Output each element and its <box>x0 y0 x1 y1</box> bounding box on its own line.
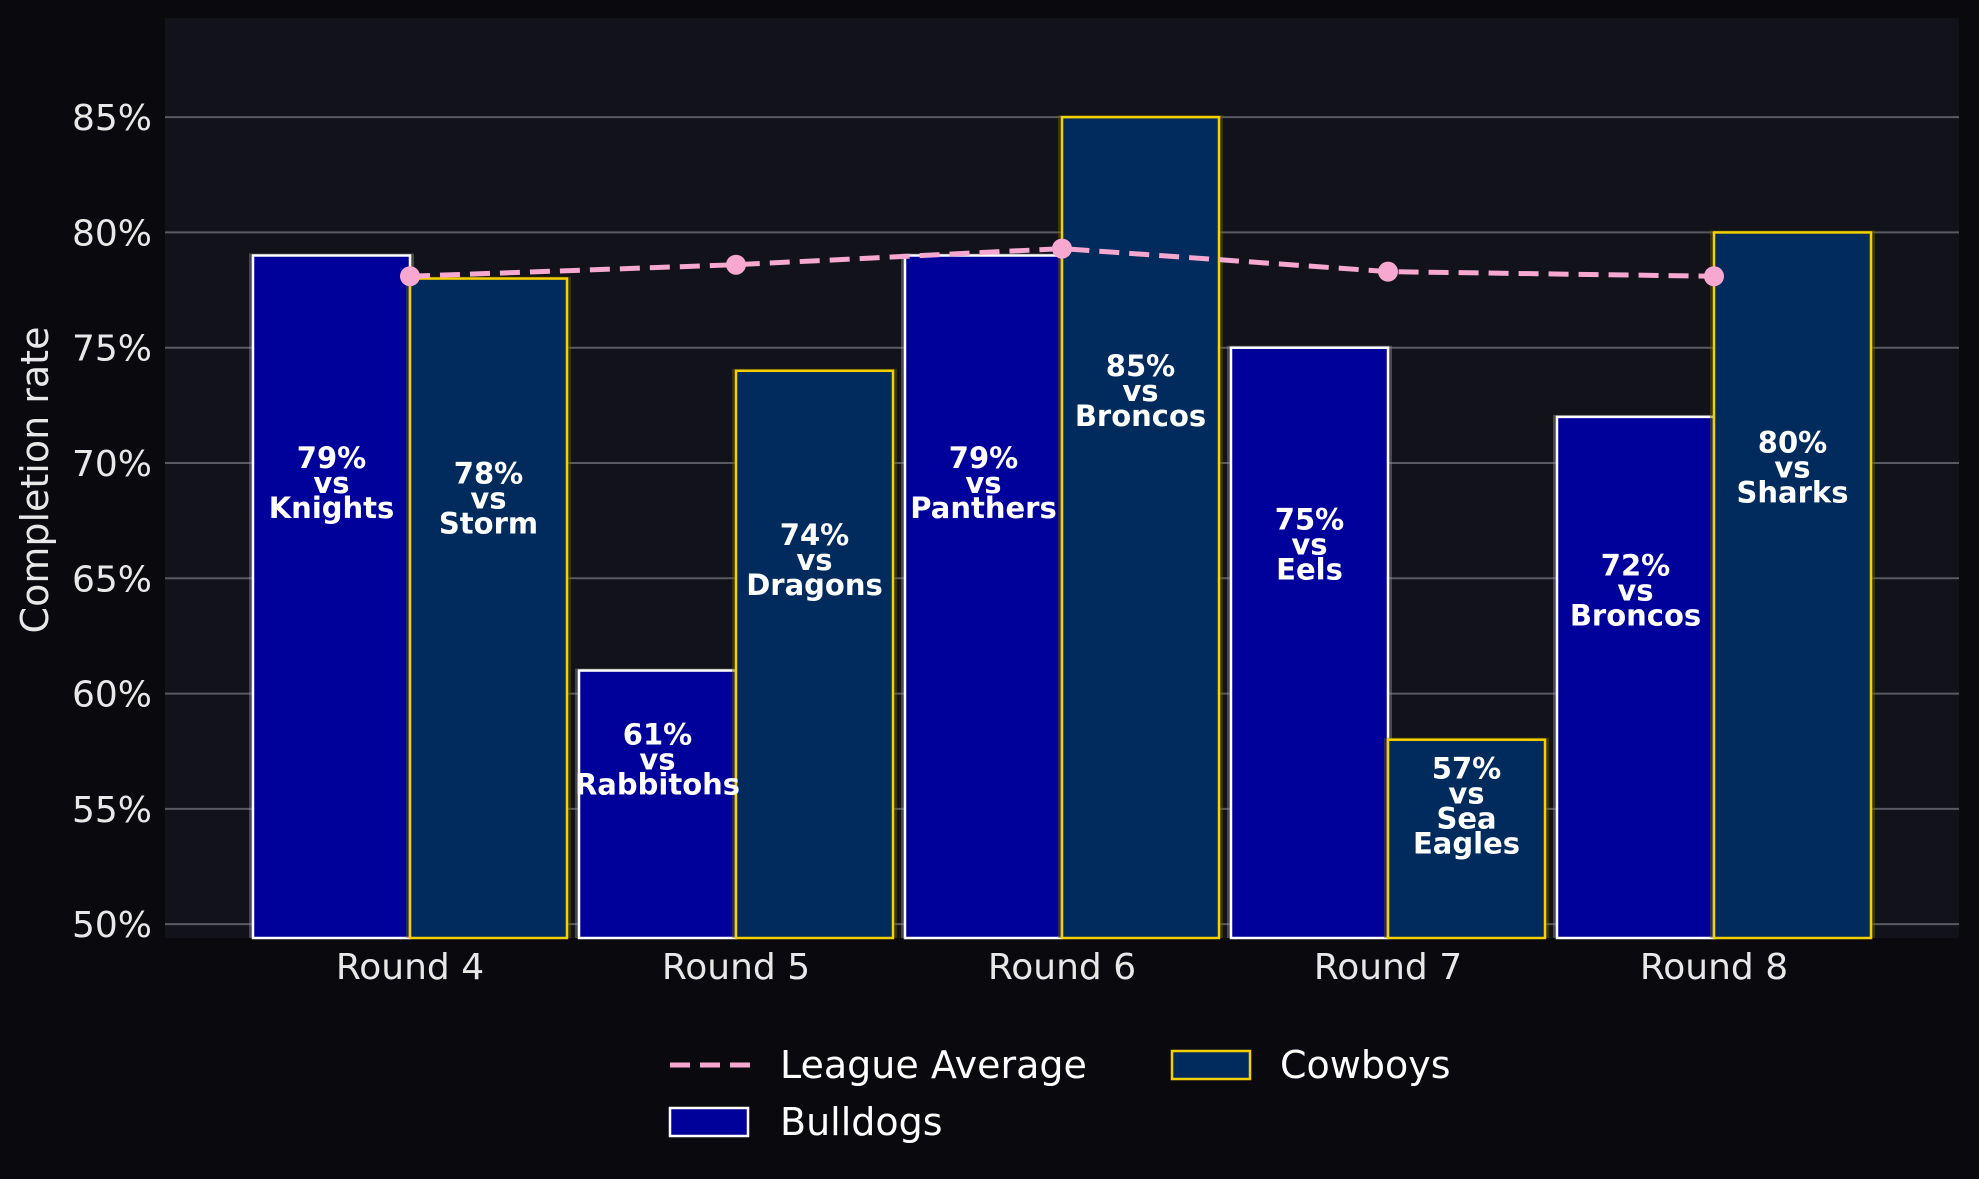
bar-label: 75% vs Eels <box>1275 502 1344 586</box>
league-average-line <box>400 238 1724 287</box>
bar-label-line: vs <box>796 543 832 577</box>
bar-label-line: 74% <box>780 518 849 552</box>
y-tick-label: 55% <box>72 790 152 831</box>
x-tick-labels: Round 4 Round 5 Round 6 Round 7 Round 8 <box>336 947 1788 988</box>
y-tick-label: 50% <box>72 905 152 946</box>
bar-label-line: vs <box>965 466 1001 500</box>
league-average-point <box>726 254 746 275</box>
y-tick-labels: 50% 55% 60% 65% 70% 75% 80% 85% <box>72 98 152 946</box>
bar-cowboys <box>1712 231 1873 940</box>
x-tick-label: Round 8 <box>1640 947 1788 988</box>
y-tick-label: 60% <box>72 675 152 716</box>
legend-label-cowboys: Cowboys <box>1280 1043 1451 1087</box>
league-average-point <box>1704 266 1724 287</box>
bar-label-line: Eels <box>1276 552 1343 586</box>
league-average-point <box>1052 238 1072 259</box>
bar-cowboys <box>1060 115 1221 940</box>
bar-label-line: Eagles <box>1413 826 1520 860</box>
bar-label-line: vs <box>1122 374 1158 408</box>
bar-label-line: 80% <box>1758 426 1827 460</box>
bar-label-line: vs <box>1448 776 1484 810</box>
x-tick-label: Round 5 <box>662 947 810 988</box>
y-tick-label: 85% <box>72 98 152 139</box>
bar-label-line: Knights <box>269 491 395 525</box>
bar-label: 74% vs Dragons <box>746 518 883 602</box>
bar-label-line: 72% <box>1601 549 1670 583</box>
league-average-path <box>409 246 1715 279</box>
bar-cowboys <box>734 369 895 940</box>
legend: League Average Bulldogs Cowboys <box>668 1043 1451 1144</box>
bar-label-line: Rabbitohs <box>575 768 740 802</box>
bar-label-line: vs <box>639 743 675 777</box>
bar-label-line: 79% <box>949 441 1018 475</box>
bar-label-line: 75% <box>1275 502 1344 536</box>
legend-swatch-cowboys <box>1170 1049 1252 1081</box>
bar-label-line: 57% <box>1432 751 1501 785</box>
bar-label-line: Broncos <box>1570 599 1701 633</box>
bar-label-line: 85% <box>1106 349 1175 383</box>
bar-bulldogs <box>251 254 412 940</box>
bar-cowboys <box>408 277 569 940</box>
x-tick-label: Round 4 <box>336 947 484 988</box>
bar-bulldogs <box>1555 415 1716 940</box>
bar-label-line: 78% <box>454 456 523 490</box>
bar-cowboys <box>1386 738 1547 940</box>
bar-label: 72% vs Broncos <box>1570 549 1701 633</box>
bar-label-line: Dragons <box>746 568 883 602</box>
bar-label: 57% vs Sea Eagles <box>1413 751 1520 860</box>
bar-bulldogs <box>1229 346 1390 940</box>
y-tick-label: 70% <box>72 444 152 485</box>
bar-label-line: vs <box>1774 451 1810 485</box>
legend-label-league-average: League Average <box>780 1043 1087 1087</box>
bar-label: 78% vs Storm <box>439 456 538 540</box>
bar-label: 85% vs Broncos <box>1075 349 1206 433</box>
y-tick-label: 80% <box>72 213 152 254</box>
bar-label-line: vs <box>1617 574 1653 608</box>
bar-label-line: vs <box>1291 527 1327 561</box>
league-average-point <box>400 266 420 287</box>
league-average-point <box>1378 261 1398 282</box>
bar-label: 61% vs Rabbitohs <box>575 718 740 802</box>
bar-label-line: Panthers <box>910 491 1056 525</box>
x-tick-label: Round 7 <box>1314 947 1462 988</box>
bar-label-line: Sea <box>1436 801 1496 835</box>
legend-label-bulldogs: Bulldogs <box>780 1100 943 1144</box>
bar-label: 79% vs Knights <box>269 441 395 525</box>
bar-label-line: 79% <box>297 441 366 475</box>
y-axis-label: Completion rate <box>13 327 57 634</box>
y-tick-label: 65% <box>72 559 152 600</box>
bar-label-line: vs <box>313 466 349 500</box>
bar-label-line: Storm <box>439 506 538 540</box>
bar-bulldogs <box>903 254 1064 940</box>
bars <box>249 115 1875 940</box>
bar-label: 80% vs Sharks <box>1737 426 1849 510</box>
bar-label-line: 61% <box>623 718 692 752</box>
x-tick-label: Round 6 <box>988 947 1136 988</box>
bar-label-line: Sharks <box>1737 476 1849 510</box>
legend-swatch-bulldogs <box>668 1106 750 1138</box>
bar-label-line: vs <box>470 481 506 515</box>
bar-bulldogs <box>577 669 738 940</box>
bar-label-line: Broncos <box>1075 399 1206 433</box>
bar-label: 79% vs Panthers <box>910 441 1056 525</box>
y-tick-label: 75% <box>72 329 152 370</box>
